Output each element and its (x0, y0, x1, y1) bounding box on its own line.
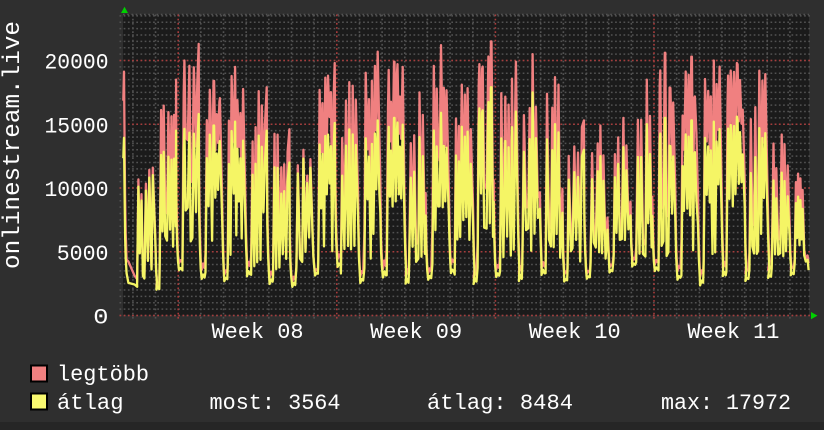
svg-text:Week 08: Week 08 (212, 320, 304, 345)
svg-text:max: 17972: max: 17972 (661, 391, 791, 416)
svg-text:Week 10: Week 10 (529, 320, 621, 345)
svg-text:0: 0 (93, 306, 108, 331)
svg-text:most: 3564: most: 3564 (210, 391, 341, 416)
svg-text:onlinestream.live: onlinestream.live (0, 21, 27, 269)
svg-text:10000: 10000 (45, 178, 109, 203)
svg-text:20000: 20000 (45, 51, 109, 76)
svg-text:Week 09: Week 09 (370, 320, 462, 345)
svg-text:5000: 5000 (57, 242, 109, 267)
svg-text:átlag: átlag (57, 391, 124, 416)
svg-text:átlag: 8484: átlag: 8484 (427, 391, 573, 416)
svg-text:Week 11: Week 11 (687, 320, 779, 345)
svg-text:legtöbb: legtöbb (57, 363, 149, 388)
svg-text:15000: 15000 (45, 114, 109, 139)
